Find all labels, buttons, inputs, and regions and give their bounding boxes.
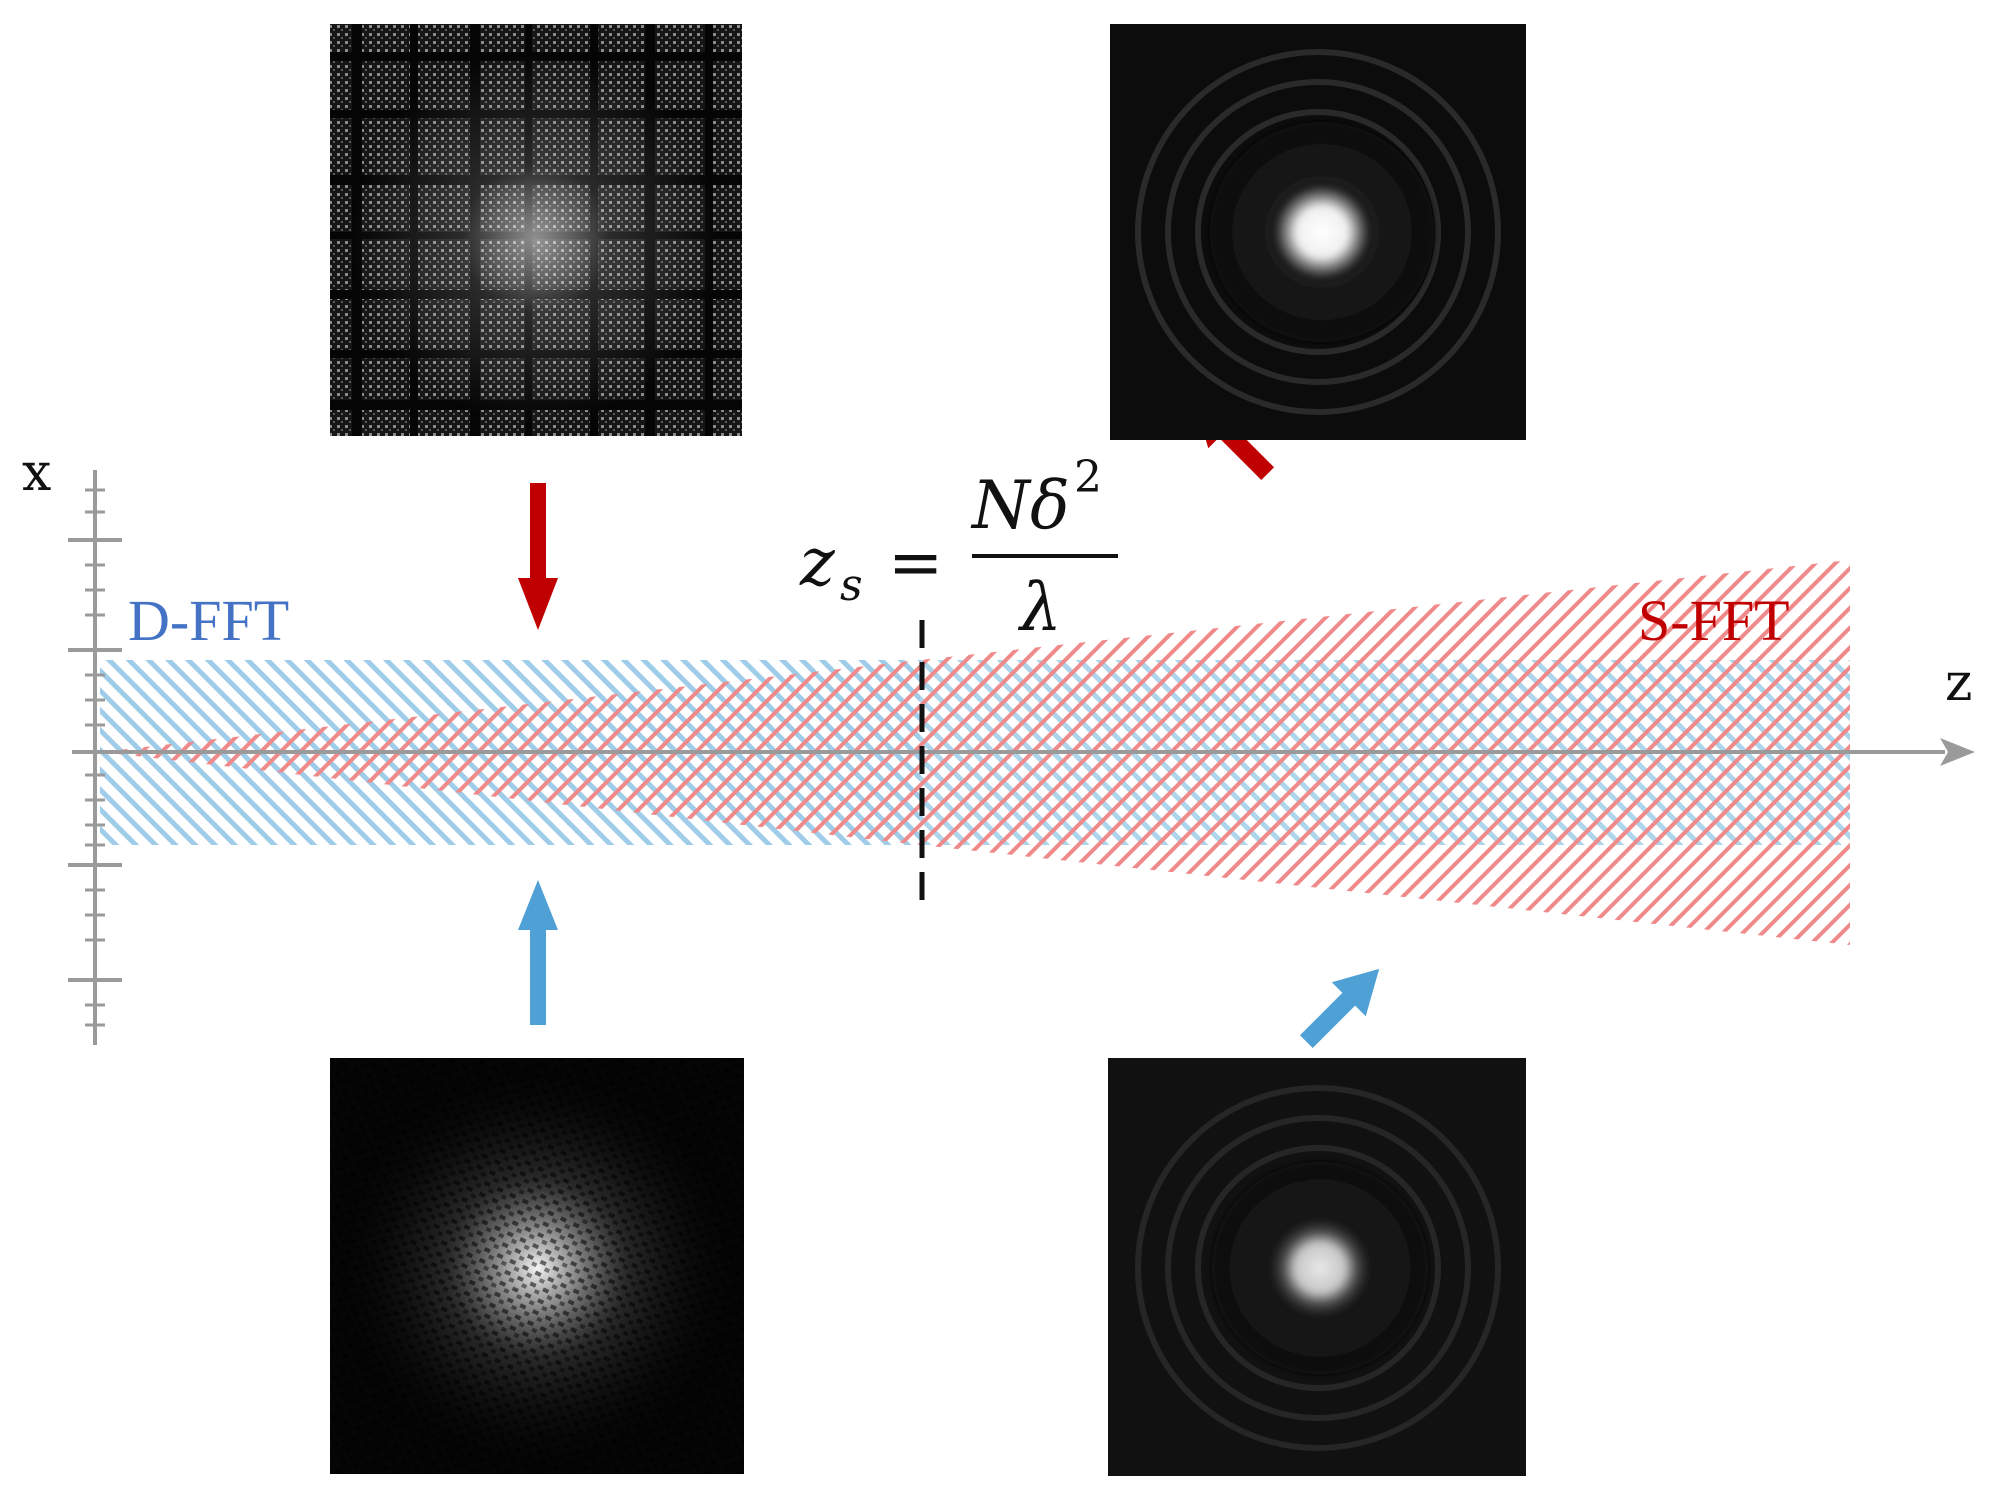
red-down-arrow <box>518 483 558 630</box>
eq-delta: δ <box>1030 467 1070 544</box>
blur-spot-image-bottom <box>1108 1058 1526 1476</box>
eq-z: z <box>799 524 836 601</box>
z-axis <box>72 738 1975 766</box>
blur-spot-image-top <box>1110 24 1526 440</box>
x-axis-label: x <box>22 443 51 503</box>
blue-diagonal-arrow <box>1299 968 1380 1049</box>
speckle-spot-image <box>330 1058 744 1474</box>
dfft-label: D-FFT <box>128 588 289 653</box>
eq-lambda: λ <box>1017 569 1062 646</box>
eq-N: N <box>970 467 1032 544</box>
blue-up-arrow <box>518 880 558 1025</box>
eq-equals: = <box>888 524 943 601</box>
sfft-label: S-FFT <box>1638 588 1790 653</box>
x-axis <box>68 470 122 1045</box>
z-axis-label: z <box>1945 653 1972 713</box>
eq-exponent: 2 <box>1074 452 1102 503</box>
zs-equation: z s = N δ 2 λ <box>799 452 1118 646</box>
eq-subscript: s <box>840 560 863 611</box>
grid-pattern-image <box>330 24 742 436</box>
